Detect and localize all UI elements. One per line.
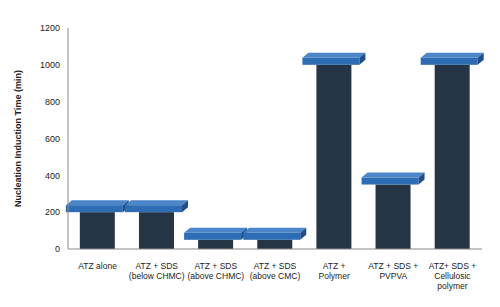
- svg-text:200: 200: [45, 207, 60, 217]
- svg-text:ATZ + SDS(below CHMC): ATZ + SDS(below CHMC): [129, 261, 185, 281]
- svg-text:ATZ alone: ATZ alone: [78, 261, 117, 271]
- svg-text:ATZ + SDS(above CHMC): ATZ + SDS(above CHMC): [188, 261, 245, 281]
- svg-text:0: 0: [55, 244, 60, 254]
- svg-text:600: 600: [45, 134, 60, 144]
- svg-text:Nucleation Induction Time (min: Nucleation Induction Time (min): [13, 70, 23, 207]
- svg-text:1000: 1000: [40, 60, 60, 70]
- svg-text:400: 400: [45, 171, 60, 181]
- svg-text:ATZ + SDS(above CMC): ATZ + SDS(above CMC): [250, 261, 301, 281]
- svg-text:ATZ+ SDS +Cellulosicpolymer: ATZ+ SDS +Cellulosicpolymer: [429, 261, 477, 291]
- svg-text:1200: 1200: [40, 23, 60, 33]
- svg-text:800: 800: [45, 97, 60, 107]
- svg-text:ATZ + SDS +PVPVA: ATZ + SDS +PVPVA: [368, 261, 418, 281]
- svg-text:ATZ +Polymer: ATZ +Polymer: [319, 261, 350, 281]
